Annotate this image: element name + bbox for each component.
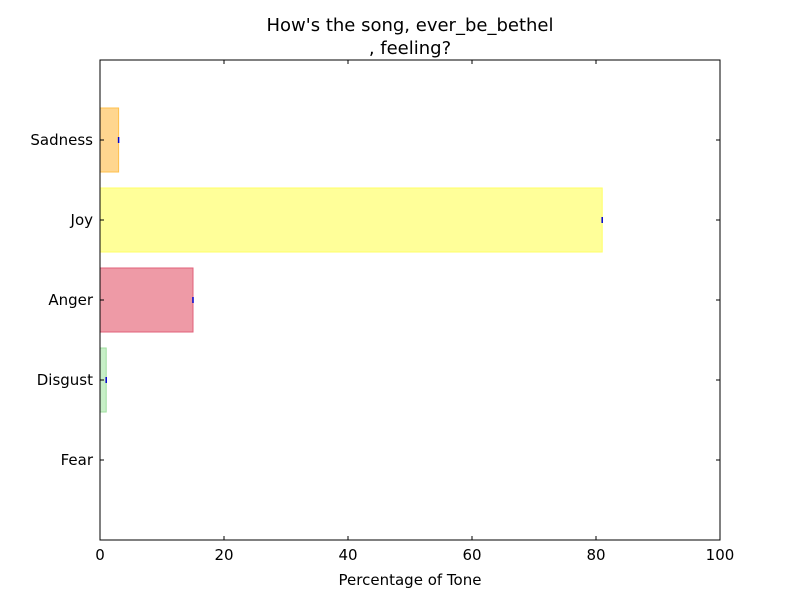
bars-group	[99, 107, 603, 413]
y-tick-label-anger: Anger	[48, 291, 94, 309]
error-markers-group	[105, 137, 603, 383]
chart-title-line-1: How's the song, ever_be_bethel	[267, 15, 554, 36]
chart-title: How's the song, ever_be_bethel , feeling…	[267, 15, 554, 59]
bar-joy	[99, 187, 603, 253]
y-tick-label-disgust: Disgust	[37, 371, 93, 389]
bar-anger	[99, 267, 194, 333]
x-axis-label: Percentage of Tone	[339, 571, 482, 589]
x-tick-label-80: 80	[586, 546, 605, 564]
y-tick-label-joy: Joy	[70, 211, 94, 229]
x-axis-ticks: 0 20 40 60 80 100	[95, 60, 734, 564]
x-tick-label-40: 40	[338, 546, 357, 564]
y-tick-label-fear: Fear	[61, 451, 94, 469]
x-tick-label-60: 60	[462, 546, 481, 564]
x-tick-label-100: 100	[706, 546, 735, 564]
y-tick-label-sadness: Sadness	[30, 131, 93, 149]
y-axis-ticks: Sadness Joy Anger Disgust Fear	[30, 131, 720, 469]
x-tick-label-0: 0	[95, 546, 105, 564]
x-tick-label-20: 20	[214, 546, 233, 564]
chart-title-line-2: , feeling?	[369, 38, 451, 59]
